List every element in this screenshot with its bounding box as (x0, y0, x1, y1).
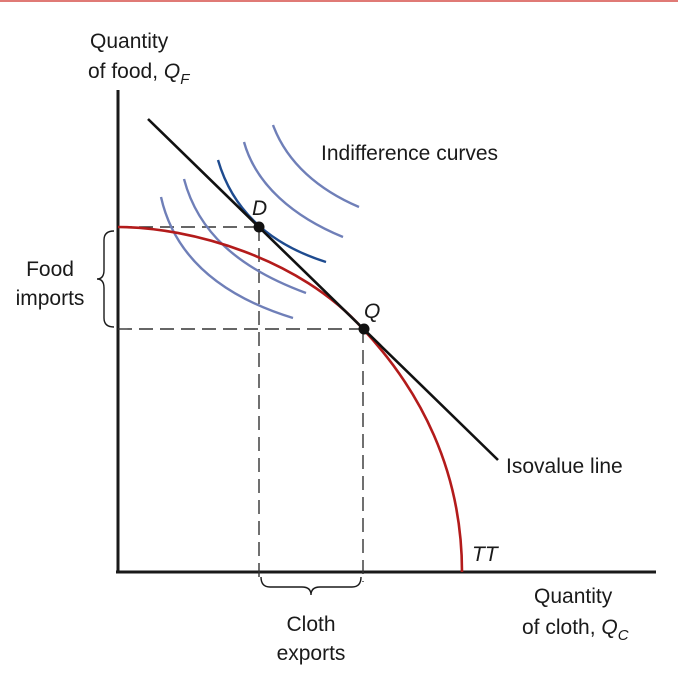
y-axis-label-line1: Quantity (90, 30, 169, 53)
food-imports-label-line1: Food (26, 258, 74, 281)
x-axis-label-line1: Quantity (534, 585, 613, 608)
point-d-label: D (252, 197, 267, 220)
y-axis-label-line2: of food, QF (88, 60, 190, 88)
indifference-curves-label: Indifference curves (321, 142, 498, 165)
cloth-exports-brace (260, 576, 362, 596)
tt-label: TT (472, 543, 500, 566)
indifference-curve-4 (242, 141, 344, 239)
indifference-curve-5 (271, 124, 360, 209)
food-imports-label-line2: imports (16, 287, 85, 310)
food-imports-brace (96, 230, 115, 328)
indifference-curve-2 (182, 178, 307, 295)
indifference-curve-1 (159, 196, 294, 320)
point-d-marker (253, 221, 265, 233)
cloth-exports-label-line1: Cloth (286, 613, 335, 636)
x-axis-label-line2: of cloth, QC (522, 616, 629, 644)
point-q-label: Q (364, 300, 380, 323)
isovalue-line (147, 118, 499, 461)
top-rule (0, 0, 678, 2)
dashed-guides (118, 226, 364, 582)
indifference-curves (159, 124, 360, 320)
point-q-marker (358, 323, 370, 335)
cloth-exports-label-line2: exports (277, 642, 346, 665)
tt-curve (117, 225, 464, 573)
isovalue-line-label: Isovalue line (506, 455, 623, 478)
